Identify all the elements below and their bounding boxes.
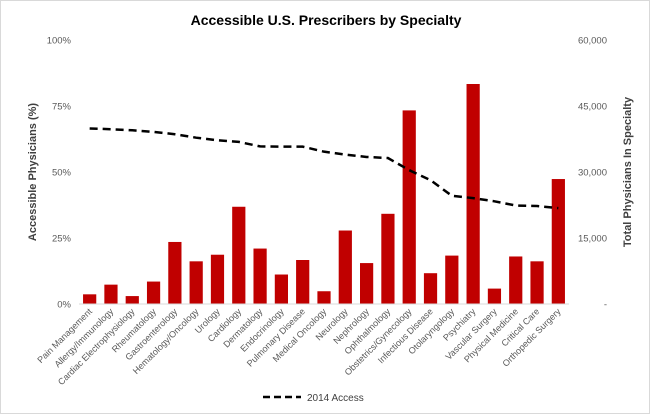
bar-pulmonary-disease [296,260,309,304]
bar-urology [211,255,224,304]
y-right-tick-label: - [604,300,607,311]
bar-pain-management [83,294,96,304]
y-right-tick-label: 30,000 [578,168,607,179]
bar-ophthalmology [381,214,394,304]
bar-vascular-surgery [488,289,501,304]
bar-cardiology [232,207,245,304]
bar-infectious-disease [424,273,437,304]
legend-label-2014-access: 2014 Access [307,393,364,404]
y-left-tick-label: 25% [52,234,72,245]
bar-obstetrics-gynecology [403,110,416,304]
y-left-tick-label: 0% [57,300,71,311]
bar-dermatology [253,249,266,304]
y-left-ticks: 0% 25% 50% 75% 100% [47,36,72,311]
line-series [90,128,559,208]
bar-critical-care [530,261,543,304]
line-2014-access [90,128,559,208]
y-right-tick-label: 15,000 [578,234,607,245]
bar-endocrinology [275,275,288,304]
bar-orthopedic-surgery [552,179,565,304]
x-tick-labels: Pain ManagementAllergy/ImmunologyCardiac… [35,306,563,387]
bar-allergy-immunology [104,285,117,304]
bar-medical-oncology [317,291,330,304]
bar-hematology-oncology [190,261,203,304]
bar-cardiac-electrophysiology [126,296,139,304]
bar-gastroenterology [168,242,181,304]
bar-psychiatry [467,84,480,304]
bar-nephrology [360,263,373,304]
y-right-tick-label: 60,000 [578,36,607,47]
y-left-tick-label: 100% [47,36,72,47]
bar-neurology [339,231,352,304]
y-left-tick-label: 75% [52,102,72,113]
y-left-axis-label: Accessible Physicians (%) [27,103,39,242]
y-right-tick-label: 45,000 [578,102,607,113]
legend: 2014 Access [263,393,364,404]
y-right-axis-label: Total Physicians In Specialty [622,96,634,247]
chart-title: Accessible U.S. Prescribers by Specialty [191,12,462,28]
bar-otolaryngology [445,256,458,304]
bar-rheumatology [147,282,160,304]
y-right-ticks: - 15,000 30,000 45,000 60,000 [578,36,607,311]
bar-series [83,84,565,304]
bar-physical-medicine [509,256,522,304]
y-left-tick-label: 50% [52,168,72,179]
